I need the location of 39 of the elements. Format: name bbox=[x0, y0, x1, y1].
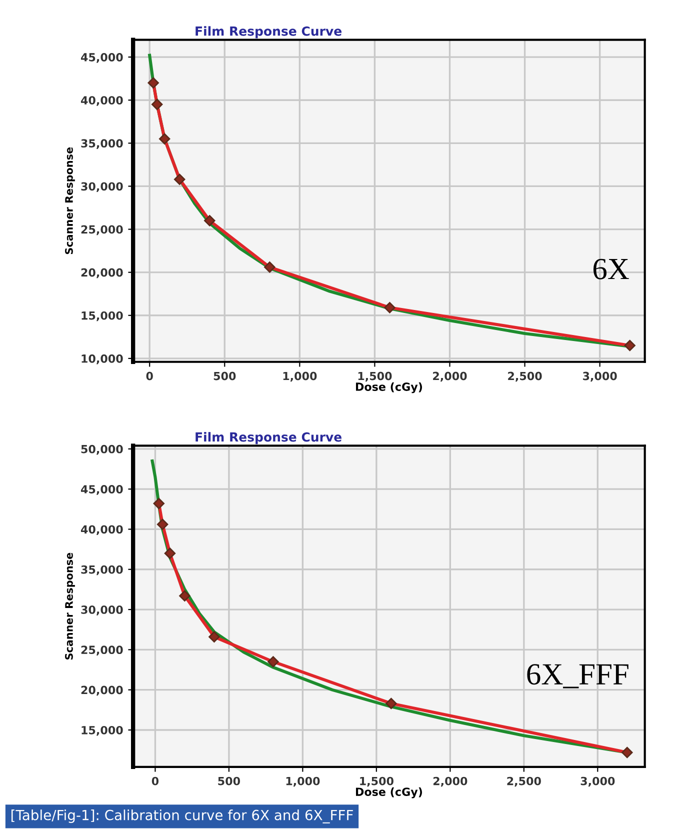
x-tick-label: 2,000 bbox=[433, 776, 468, 787]
y-tick-label: 10,000 bbox=[82, 354, 123, 364]
y-tick-label: 45,000 bbox=[80, 53, 123, 63]
y-tick-label: 35,000 bbox=[81, 565, 123, 576]
x-tick-label: 1,000 bbox=[286, 776, 320, 787]
x-tick-label: 0 bbox=[152, 776, 159, 786]
y-axis-title: Scanner Response bbox=[65, 147, 75, 254]
x-tick-label: 3,000 bbox=[580, 776, 615, 787]
x-tick-label: 2,500 bbox=[508, 372, 542, 382]
y-tick-label: 15,000 bbox=[82, 726, 123, 736]
y-tick-label: 40,000 bbox=[80, 525, 123, 536]
y-tick-label: 20,000 bbox=[81, 268, 123, 278]
annotation: 6X bbox=[593, 258, 629, 280]
x-tick-label: 3,000 bbox=[582, 372, 617, 382]
y-tick-label: 15,000 bbox=[82, 311, 123, 322]
y-tick-label: 40,000 bbox=[80, 96, 123, 106]
x-tick-label: 2,000 bbox=[433, 372, 467, 382]
x-tick-label: 500 bbox=[218, 776, 240, 786]
chart-title: Film Response Curve bbox=[196, 26, 342, 38]
x-tick-label: 0 bbox=[146, 372, 153, 380]
y-tick-label: 50,000 bbox=[81, 444, 123, 455]
x-tick-label: 1,500 bbox=[358, 372, 392, 382]
x-tick-label: 2,500 bbox=[507, 776, 541, 787]
x-tick-label: 500 bbox=[214, 372, 236, 380]
y-tick-label: 35,000 bbox=[81, 139, 123, 149]
y-tick-label: 25,000 bbox=[81, 225, 123, 236]
y-axis-title: Scanner Response bbox=[65, 552, 75, 660]
x-tick-label: 1,500 bbox=[360, 776, 394, 787]
x-axis-title: Dose (cGy) bbox=[356, 382, 422, 394]
x-tick-label: 1,000 bbox=[283, 372, 317, 382]
x-axis-title: Dose (cGy) bbox=[356, 787, 422, 798]
y-tick-label: 25,000 bbox=[81, 646, 123, 656]
annotation: 6X_FFF bbox=[527, 664, 628, 688]
y-tick-label: 30,000 bbox=[81, 606, 123, 616]
y-tick-label: 30,000 bbox=[81, 182, 123, 192]
y-tick-label: 45,000 bbox=[80, 485, 123, 495]
text: [Table/Fig-1]: Calibration curve for 6X and 6X_FFF bbox=[11, 810, 353, 824]
y-tick-label: 20,000 bbox=[81, 686, 123, 696]
chart-title: Film Response Curve bbox=[196, 432, 342, 444]
